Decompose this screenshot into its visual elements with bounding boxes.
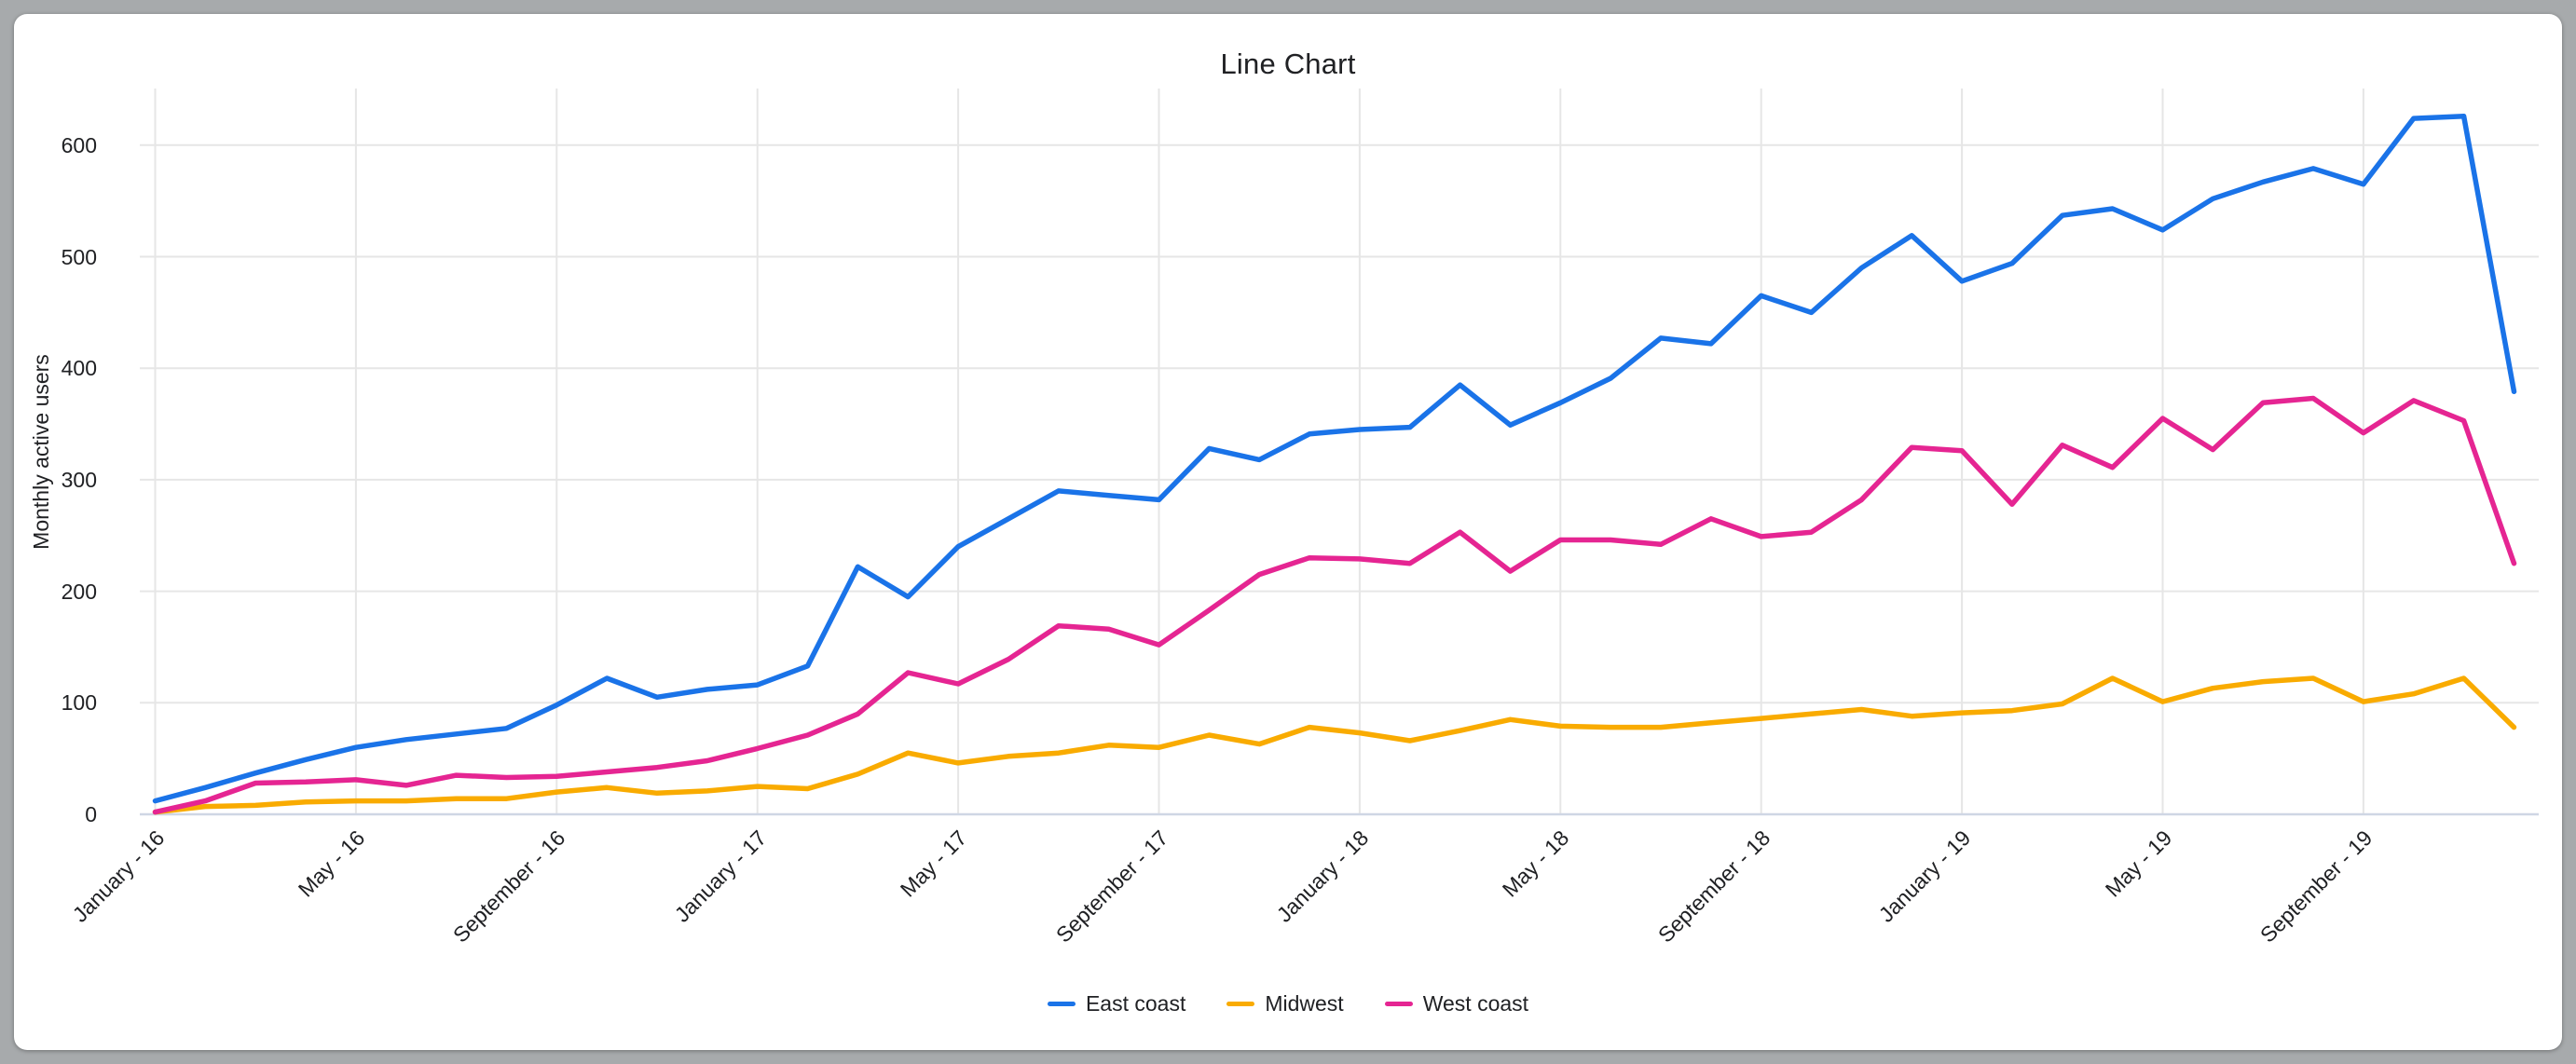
legend: East coast Midwest West coast	[0, 991, 2576, 1016]
legend-line-swatch	[1384, 1002, 1413, 1006]
legend-label: West coast	[1422, 991, 1529, 1016]
y-tick-label: 400	[61, 356, 97, 381]
series-line-west-coast	[152, 395, 2517, 815]
y-tick-label: 200	[61, 579, 97, 604]
chart-card: Line Chart	[14, 14, 2562, 1050]
series-line-midwest	[152, 675, 2517, 815]
chart-title: Line Chart	[1220, 48, 1356, 80]
legend-item-east-coast: East coast	[1047, 991, 1186, 1016]
legend-item-west-coast: West coast	[1384, 991, 1529, 1016]
y-tick-label: 100	[61, 690, 97, 716]
legend-item-midwest: Midwest	[1226, 991, 1344, 1016]
y-tick-label: 300	[61, 467, 97, 492]
legend-label: Midwest	[1265, 991, 1344, 1016]
legend-line-swatch	[1047, 1002, 1076, 1006]
series-line-east-coast	[152, 113, 2517, 804]
y-tick-label: 600	[61, 132, 97, 157]
y-tick-label: 0	[85, 802, 97, 826]
y-axis-title: Monthly active users	[29, 354, 53, 550]
legend-label: East coast	[1085, 991, 1186, 1016]
y-tick-label: 500	[61, 244, 97, 269]
legend-line-swatch	[1226, 1002, 1255, 1006]
